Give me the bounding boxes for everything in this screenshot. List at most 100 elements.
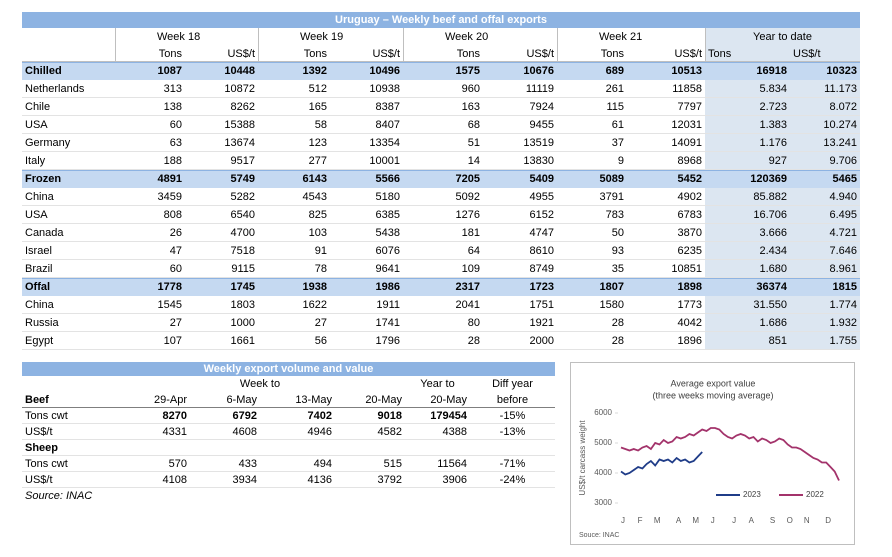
- cell: 1778: [157, 280, 182, 293]
- cell: 163: [461, 100, 480, 113]
- cell: 10513: [671, 64, 702, 77]
- cell: 1986: [375, 280, 400, 293]
- cell: 7797: [677, 100, 702, 113]
- rule: [22, 455, 555, 456]
- cell: 36374: [756, 280, 787, 293]
- cell: 1392: [302, 64, 327, 77]
- cell: 9: [617, 154, 624, 167]
- cell: 4891: [157, 172, 182, 185]
- cell: 28: [611, 316, 624, 329]
- rule: [22, 97, 860, 98]
- cell: 28: [467, 334, 480, 347]
- unit-header: Tons: [158, 47, 182, 60]
- row-label: Brazil: [25, 262, 53, 275]
- cell: 5282: [230, 190, 255, 203]
- cell: 7402: [307, 409, 332, 422]
- cell: 8610: [529, 244, 554, 257]
- cell: 1.686: [759, 316, 787, 329]
- cell: 1921: [529, 316, 554, 329]
- unit-header: US$/t: [674, 47, 702, 60]
- rule: [22, 439, 555, 440]
- week-header: Year to date: [753, 30, 812, 43]
- rule: [22, 259, 860, 260]
- cell: 80: [467, 316, 480, 329]
- cell: 313: [163, 82, 182, 95]
- cell: 4543: [302, 190, 327, 203]
- cell: 1580: [599, 298, 624, 311]
- source: Source: INAC: [25, 489, 93, 502]
- cell: 26: [169, 226, 182, 239]
- cell: 1276: [455, 208, 480, 221]
- column-header: 13-May: [295, 393, 332, 406]
- unit-header: US$/t: [526, 47, 554, 60]
- cell: 9.706: [829, 154, 857, 167]
- cell: 1.680: [759, 262, 787, 275]
- cell: 14091: [671, 136, 702, 149]
- cell: 1815: [832, 280, 857, 293]
- unit-header: US$/t: [227, 47, 255, 60]
- cell: 433: [238, 457, 257, 470]
- cell: 4700: [230, 226, 255, 239]
- cell: 5452: [677, 172, 702, 185]
- cell: 3.666: [759, 226, 787, 239]
- table-bg: [705, 28, 860, 350]
- cell: 13354: [369, 136, 400, 149]
- cell: 7924: [529, 100, 554, 113]
- cell: 1911: [376, 298, 400, 311]
- cell: 3934: [232, 473, 257, 486]
- cell: 825: [308, 208, 327, 221]
- column-header: 6-May: [226, 393, 257, 406]
- rule: [22, 277, 860, 278]
- cell: 5089: [599, 172, 624, 185]
- rule: [22, 241, 860, 242]
- cell: 37: [611, 136, 624, 149]
- row-label: Egypt: [25, 334, 54, 347]
- cell: 1.383: [759, 118, 787, 131]
- cell: 689: [605, 64, 624, 77]
- cell: 4608: [232, 425, 257, 438]
- rule: [22, 61, 860, 62]
- week-header: Week 21: [599, 30, 643, 43]
- row-label: Netherlands: [25, 82, 85, 95]
- cell: 6143: [302, 172, 327, 185]
- rule: [22, 133, 860, 134]
- cell: 91: [314, 244, 327, 257]
- row-label: Canada: [25, 226, 64, 239]
- cell: 8270: [162, 409, 187, 422]
- cell: 4582: [377, 425, 402, 438]
- y-tick-label: 5000: [594, 438, 612, 447]
- cell: 120369: [750, 172, 787, 185]
- cell: 60: [169, 262, 182, 275]
- x-tick-label: A: [749, 516, 755, 525]
- rule: [115, 28, 116, 62]
- row-label: Israel: [25, 244, 52, 257]
- row-label: USA: [25, 118, 48, 131]
- cell: 1796: [375, 334, 400, 347]
- cell: 85.882: [753, 190, 787, 203]
- column-header: 20-May: [430, 393, 467, 406]
- rule: [557, 28, 558, 62]
- week-header: Week 20: [445, 30, 489, 43]
- rule: [22, 423, 555, 424]
- section-row-bg: [22, 62, 860, 80]
- cell: 13830: [523, 154, 554, 167]
- cell: 1898: [677, 280, 702, 293]
- rule: [22, 487, 555, 488]
- cell: 3870: [677, 226, 702, 239]
- cell: 6783: [677, 208, 702, 221]
- row-label: US$/t: [25, 473, 53, 486]
- cell: 58: [314, 118, 327, 131]
- cell: 47: [169, 244, 182, 257]
- cell: 61: [611, 118, 624, 131]
- x-tick-label: M: [654, 516, 661, 525]
- cell: 6152: [529, 208, 554, 221]
- row-label: China: [25, 298, 54, 311]
- unit-header: Tons: [303, 47, 327, 60]
- cell: 5409: [529, 172, 554, 185]
- cell: 5092: [455, 190, 480, 203]
- row-label: Germany: [25, 136, 71, 149]
- cell: 3791: [599, 190, 624, 203]
- cell: 1545: [157, 298, 182, 311]
- cell: 927: [768, 154, 787, 167]
